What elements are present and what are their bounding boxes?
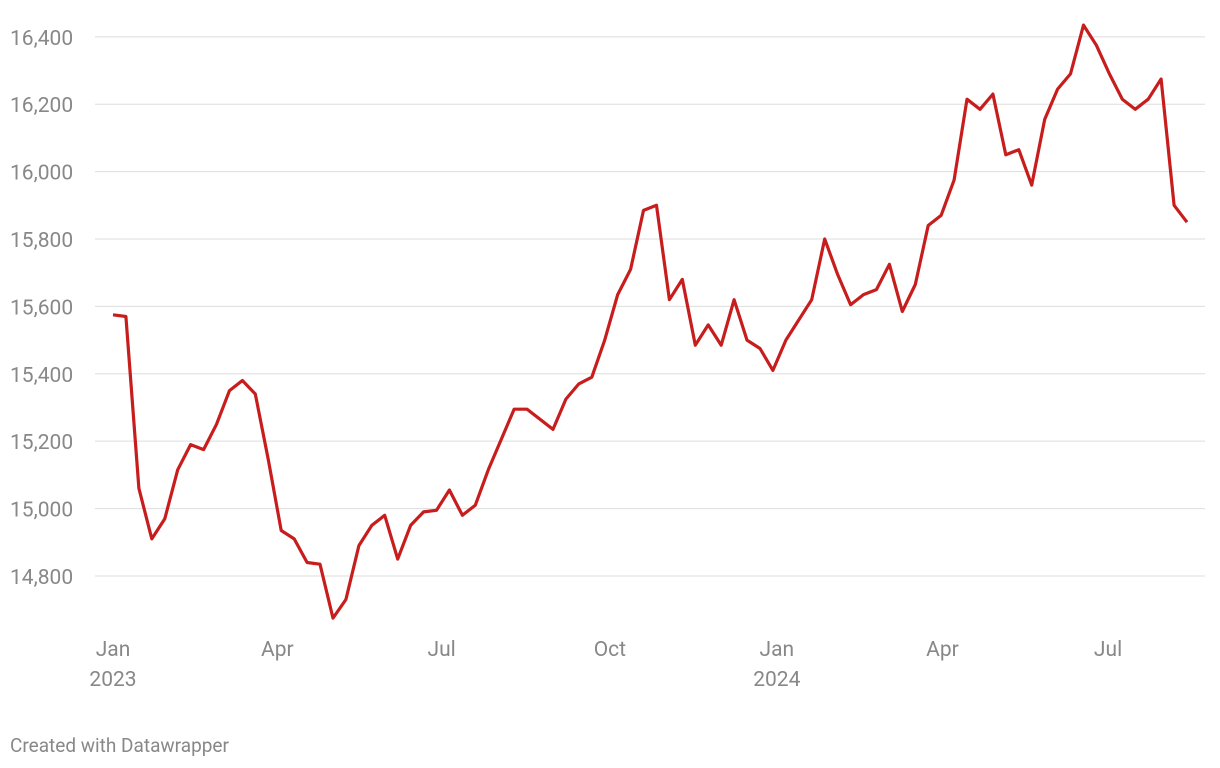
y-tick-label: 15,600	[10, 296, 73, 320]
y-tick-label: 15,000	[10, 499, 73, 523]
x-tick-label: Jan 2023	[89, 638, 136, 692]
line-series	[112, 23, 1189, 620]
y-tick-label: 16,000	[10, 162, 73, 186]
x-tick-label: Jan 2024	[753, 638, 800, 692]
x-tick-label: Apr	[261, 638, 294, 662]
y-tick-label: 14,800	[10, 566, 73, 590]
y-tick-label: 15,200	[10, 431, 73, 455]
x-tick-label: Apr	[926, 638, 959, 662]
y-tick-label: 16,400	[10, 27, 73, 51]
x-tick-label: Oct	[594, 638, 626, 662]
y-tick-label: 15,800	[10, 229, 73, 253]
x-tick-label: Jul	[428, 638, 456, 662]
x-tick-label: Jul	[1094, 638, 1122, 662]
y-tick-label: 15,400	[10, 364, 73, 388]
y-tick-label: 16,200	[10, 94, 73, 118]
credit: Created with Datawrapper	[10, 734, 229, 757]
